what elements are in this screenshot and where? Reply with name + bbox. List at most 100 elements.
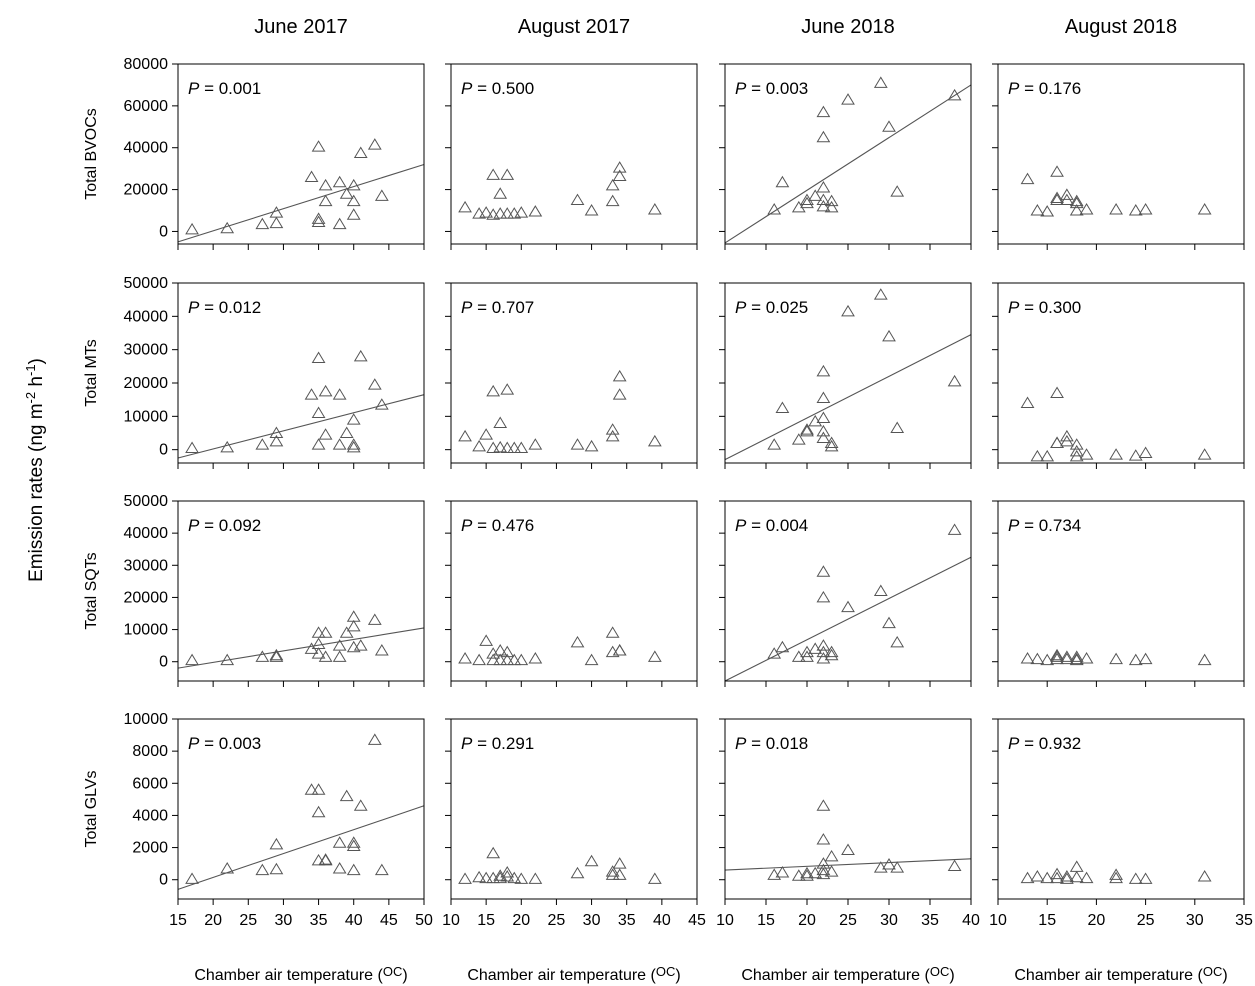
data-point (472, 439, 486, 452)
data-point (493, 187, 508, 199)
panel-frame (997, 63, 1245, 245)
data-point (1109, 448, 1123, 460)
p-value-label: P = 0.176 (1008, 79, 1081, 98)
y-tick-label: 20000 (124, 589, 169, 606)
scatter-panel: P = 0.176 (992, 63, 1245, 250)
data-point (612, 643, 627, 656)
data-point (185, 441, 199, 453)
x-tick-label: 20 (204, 912, 222, 929)
panel-frame (450, 718, 698, 900)
data-point (311, 647, 326, 659)
data-point (612, 169, 627, 181)
data-point (1069, 196, 1084, 209)
trend-line (177, 394, 425, 459)
x-tick-label: 35 (310, 912, 328, 929)
data-point (269, 862, 284, 875)
panel-frame (997, 282, 1245, 464)
data-point (841, 843, 855, 855)
data-point (1059, 870, 1074, 882)
data-point (570, 193, 585, 206)
x-tick-label: 15 (169, 912, 187, 929)
data-point (353, 639, 368, 651)
data-point (339, 626, 354, 638)
y-tick-label: 0 (159, 654, 168, 671)
data-point (1069, 444, 1084, 457)
data-point (1109, 202, 1123, 215)
data-point (647, 650, 662, 662)
data-point (500, 441, 515, 453)
p-value-label: P = 0.092 (188, 516, 261, 535)
data-point (873, 76, 888, 88)
data-point (507, 653, 522, 666)
data-point (1050, 386, 1064, 398)
x-tick-label: 15 (1038, 912, 1056, 929)
data-point (1059, 872, 1074, 884)
data-point (479, 634, 494, 646)
x-axis-label: Chamber air temperature (OC) (194, 964, 407, 984)
panel-frame (177, 718, 425, 900)
data-point (816, 639, 831, 651)
y-tick-label: 20000 (124, 182, 169, 199)
data-point (374, 189, 389, 201)
data-point (1059, 188, 1074, 200)
x-tick-label: 40 (962, 912, 980, 929)
data-point (479, 428, 494, 440)
data-point (824, 849, 839, 862)
p-value-label: P = 0.291 (461, 734, 534, 753)
data-point (479, 871, 494, 884)
data-point (1050, 193, 1064, 206)
y-tick-label: 0 (159, 442, 168, 459)
data-point (647, 872, 662, 884)
data-point (304, 170, 319, 183)
x-tick-label: 10 (716, 912, 734, 929)
data-point (493, 207, 508, 219)
data-point (612, 857, 627, 869)
data-point (346, 438, 361, 450)
data-point (500, 168, 515, 180)
data-point (816, 181, 831, 193)
data-point (346, 178, 361, 191)
data-point (890, 861, 905, 873)
data-point (1069, 870, 1084, 883)
y-tick-label: 30000 (124, 557, 169, 574)
data-point (1030, 870, 1045, 882)
data-point (220, 653, 235, 666)
data-point (890, 421, 905, 433)
data-point (800, 866, 814, 879)
y-tick-label: 0 (159, 872, 168, 889)
data-point (1050, 650, 1064, 662)
data-point (824, 200, 839, 213)
data-point (304, 783, 319, 795)
data-point (500, 645, 515, 658)
panel-frame (450, 63, 698, 245)
data-point (269, 648, 284, 661)
p-value-label: P = 0.500 (461, 79, 534, 98)
data-point (346, 440, 361, 453)
data-point (808, 642, 823, 654)
data-point (500, 866, 515, 878)
data-point (332, 438, 347, 450)
data-point (311, 805, 326, 818)
data-point (514, 206, 529, 218)
data-point (318, 626, 333, 638)
data-point (1030, 204, 1045, 216)
data-point (947, 859, 962, 872)
data-point (824, 194, 839, 207)
panel-frame (450, 282, 698, 464)
y-tick-label: 10000 (124, 622, 169, 639)
data-point (220, 221, 235, 234)
data-point (1079, 202, 1094, 215)
x-tick-label: 35 (618, 912, 636, 929)
scatter-panel: P = 0.500 (445, 63, 698, 250)
trend-line (724, 84, 972, 244)
data-point (816, 565, 831, 577)
data-point (1040, 653, 1055, 666)
scatter-panel: P = 0.707 (445, 282, 698, 469)
data-point (1040, 205, 1055, 217)
scatter-panel: P = 0.025 (719, 282, 972, 469)
data-point (514, 653, 529, 666)
data-point (353, 349, 368, 362)
data-point (800, 423, 814, 435)
data-point (339, 426, 354, 438)
